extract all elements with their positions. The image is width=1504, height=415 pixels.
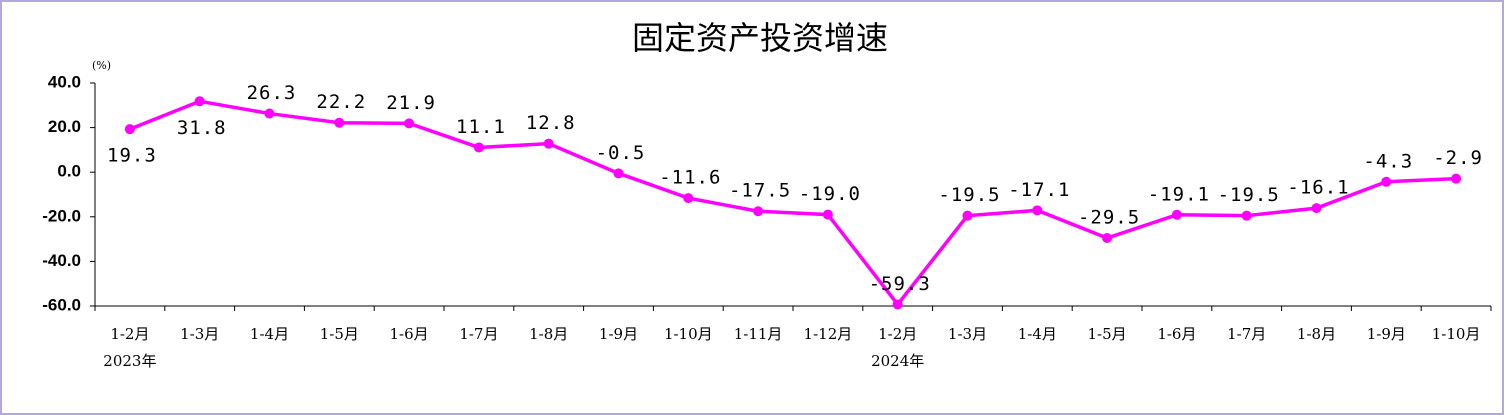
y-unit: (%)	[92, 59, 111, 72]
value-label: -19.1	[1148, 183, 1210, 205]
value-label: -4.3	[1363, 150, 1413, 172]
x-tick-label: 1-11月	[734, 325, 783, 343]
line	[129, 99, 1457, 308]
x-tick-label: 1-7月	[459, 325, 498, 343]
value-label: -0.5	[596, 142, 646, 164]
value-label: -29.5	[1078, 206, 1140, 228]
point	[194, 96, 205, 107]
value-label: -2.9	[1433, 147, 1483, 169]
x-tick-label: 1-6月	[1157, 325, 1196, 343]
value-label: 19.3	[107, 145, 157, 167]
value-label: 21.9	[386, 92, 436, 114]
point	[1311, 203, 1322, 214]
point	[1381, 176, 1392, 187]
year-label: 2024年	[871, 352, 924, 370]
point	[1451, 173, 1462, 184]
value-label: -16.1	[1287, 177, 1349, 199]
x-tick-label: 1-3月	[948, 325, 987, 343]
point	[124, 124, 135, 135]
point	[1102, 232, 1113, 243]
point	[1032, 205, 1043, 216]
y-tick-label: -20.0	[42, 206, 81, 225]
value-label: 11.1	[456, 116, 506, 138]
x-tick-label: 1-8月	[529, 325, 568, 343]
x-tick-label: 1-3月	[180, 325, 219, 343]
x-tick-label: 1-2月	[878, 325, 917, 343]
x-tick-label: 1-6月	[390, 325, 429, 343]
point	[404, 118, 415, 129]
point	[822, 209, 833, 220]
chart-title: 固定资产投资增速	[632, 19, 888, 57]
point	[264, 108, 275, 119]
x-tick-label: 1-9月	[1367, 325, 1406, 343]
point	[543, 138, 554, 149]
point	[613, 168, 624, 179]
value-label: 26.3	[247, 82, 297, 104]
value-label: -11.6	[659, 167, 721, 189]
x-tick-label: 1-4月	[1018, 325, 1057, 343]
point	[1171, 209, 1182, 220]
point	[962, 210, 973, 221]
value-label: -59.3	[869, 273, 931, 295]
x-tick-label: 1-7月	[1227, 325, 1266, 343]
year-label: 2023年	[103, 352, 156, 370]
value-label: -19.0	[799, 183, 861, 205]
point	[892, 299, 903, 310]
value-label: 12.8	[526, 112, 576, 134]
x-tick-label: 1-10月	[664, 325, 713, 343]
value-label: 22.2	[316, 91, 366, 113]
x-tick-label: 1-4月	[250, 325, 289, 343]
value-label: 31.8	[177, 117, 227, 139]
value-label: -19.5	[938, 184, 1000, 206]
x-tick-label: 1-8月	[1297, 325, 1336, 343]
value-label: -17.5	[729, 180, 791, 202]
x-tick-label: 1-12月	[804, 325, 853, 343]
y-tick-label: -60.0	[42, 295, 81, 314]
x-tick-label: 1-9月	[599, 325, 638, 343]
x-tick-label: 1-10月	[1432, 325, 1481, 343]
point	[334, 117, 345, 128]
point	[1241, 210, 1252, 221]
value-label: -17.1	[1008, 179, 1070, 201]
point	[753, 206, 764, 217]
y-tick-label: -40.0	[42, 251, 81, 270]
point	[683, 193, 694, 204]
x-tick-label: 1-2月	[110, 325, 149, 343]
y-tick-label: 40.0	[48, 72, 81, 91]
value-label: -19.5	[1218, 184, 1280, 206]
x-tick-label: 1-5月	[1088, 325, 1127, 343]
y-tick-label: 20.0	[48, 117, 81, 136]
x-tick-label: 1-5月	[320, 325, 359, 343]
point	[473, 142, 484, 153]
y-tick-label: 0.0	[57, 162, 81, 181]
